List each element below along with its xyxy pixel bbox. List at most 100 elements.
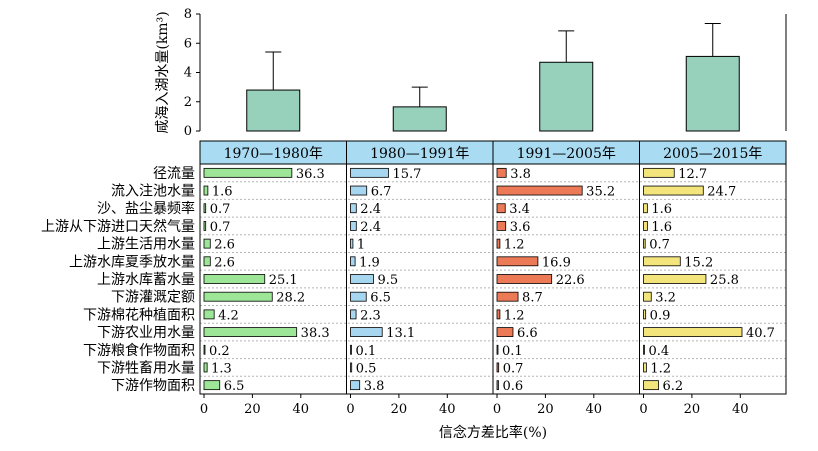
variance-bar [350, 274, 374, 284]
variance-bar [350, 185, 368, 196]
variance-bar [643, 274, 707, 284]
value-label: 2.6 [214, 238, 235, 253]
category-label: 下游灌溉定额 [111, 290, 195, 306]
x-tick-label: 40 [732, 402, 749, 417]
value-label: 6.5 [224, 379, 245, 394]
variance-bar [496, 238, 501, 249]
value-label: 6.7 [371, 185, 392, 200]
variance-bar [643, 291, 652, 302]
value-label: 0.6 [502, 379, 523, 394]
variance-bar [643, 327, 743, 337]
value-label: 1.6 [651, 202, 672, 217]
category-label: 上游水库蓄水量 [97, 272, 195, 288]
value-label: 25.1 [269, 273, 298, 288]
variance-bar [643, 185, 704, 196]
variance-bar [643, 344, 645, 355]
value-label: 0.2 [209, 344, 230, 359]
value-label: 36.3 [296, 167, 325, 182]
value-label: 2.6 [214, 255, 235, 270]
category-label: 上游生活用水量 [97, 237, 195, 253]
variance-bar [350, 291, 367, 302]
category-label: 沙、盐尘暴频率 [97, 200, 195, 217]
panel-title: 1980—1991年 [370, 146, 469, 162]
variance-bar [203, 185, 209, 196]
inflow-bar [539, 61, 594, 132]
panel-title: 1991—2005年 [517, 146, 616, 162]
value-label: 1.3 [211, 361, 232, 376]
variance-bar [496, 380, 499, 391]
x-tick-label: 40 [586, 402, 603, 417]
variance-bar [643, 167, 675, 178]
variance-bar [643, 256, 681, 267]
variance-bar [203, 203, 207, 214]
x-tick-label: 20 [244, 402, 261, 417]
value-label: 1.6 [651, 220, 672, 235]
x-tick-label: 0 [346, 402, 354, 417]
variance-bar [203, 291, 273, 302]
value-label: 2.4 [360, 220, 381, 235]
variance-bar [350, 203, 357, 214]
category-label: 流入注池水量 [111, 184, 195, 200]
top-y-tick-label: 4 [184, 66, 192, 81]
category-label: 下游牲畜用水量 [97, 360, 195, 376]
value-label: 3.6 [510, 220, 531, 235]
value-label: 0.9 [650, 308, 671, 323]
value-label: 4.2 [218, 308, 239, 323]
value-label: 0.7 [503, 361, 524, 376]
variance-bar [350, 327, 383, 337]
variance-bar [496, 327, 514, 337]
x-tick-label: 20 [391, 402, 408, 417]
panel-title: 2005—2015年 [663, 146, 762, 162]
variance-bar [350, 309, 357, 320]
variance-bar [350, 221, 357, 231]
variance-bar [350, 380, 361, 391]
top-y-tick-label: 2 [184, 95, 192, 110]
value-label: 28.2 [276, 291, 305, 306]
category-label: 上游从下游进口天然气量 [41, 218, 195, 235]
value-label: 6.5 [370, 291, 391, 306]
value-label: 12.7 [678, 167, 707, 182]
value-label: 3.8 [364, 379, 385, 394]
variance-bar [643, 221, 648, 231]
variance-bar [496, 309, 501, 320]
value-label: 40.7 [746, 326, 775, 341]
variance-bar [203, 256, 211, 267]
x-tick-label: 0 [639, 402, 647, 417]
value-label: 25.8 [710, 273, 739, 288]
value-label: 6.6 [517, 326, 538, 341]
value-label: 22.6 [556, 273, 585, 288]
variance-bar [496, 167, 507, 178]
panel-title: 1970—1980年 [224, 146, 323, 162]
value-label: 1.2 [504, 308, 525, 323]
variance-bar [203, 221, 207, 231]
category-label: 上游水库夏季放水量 [69, 254, 195, 270]
value-label: 0.7 [210, 220, 231, 235]
x-tick-label: 20 [537, 402, 554, 417]
value-label: 38.3 [301, 326, 330, 341]
x-tick-label: 0 [200, 402, 208, 417]
value-label: 3.4 [509, 202, 530, 217]
value-label: 6.2 [663, 379, 684, 394]
value-label: 1.2 [504, 238, 525, 253]
value-label: 0.4 [649, 344, 670, 359]
variance-bar [203, 274, 266, 284]
x-tick-label: 20 [684, 402, 701, 417]
variance-bar [643, 203, 648, 214]
x-tick-label: 40 [293, 402, 310, 417]
variance-bar [203, 344, 206, 355]
variance-bar [203, 167, 293, 178]
variance-bar [203, 327, 298, 337]
variance-bar [496, 203, 506, 214]
value-label: 1.6 [212, 185, 233, 200]
variance-bar [203, 238, 211, 249]
top-y-axis-title: 咸海入湖水量(km³) [155, 11, 171, 133]
value-label: 13.1 [386, 326, 415, 341]
variance-bar [350, 344, 352, 355]
variance-bar [643, 309, 647, 320]
variance-bar [496, 344, 499, 355]
x-tick-label: 0 [493, 402, 501, 417]
variance-bar [643, 238, 646, 249]
variance-bar [643, 362, 647, 373]
